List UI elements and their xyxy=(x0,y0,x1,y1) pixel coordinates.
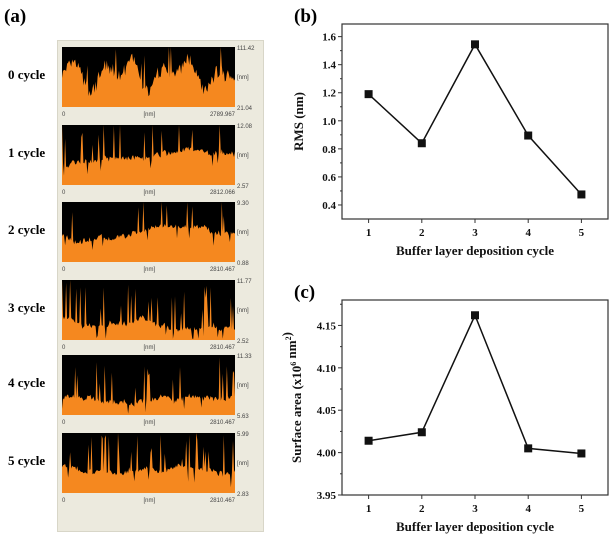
profile-zmax-label: 111.42 xyxy=(237,46,255,52)
x-tick-label: 2 xyxy=(419,227,425,239)
series-line-c xyxy=(368,313,582,455)
profile-x-start: 0 xyxy=(62,190,66,196)
profile-x-start: 0 xyxy=(62,112,66,118)
cycle-label: 2 cycle xyxy=(8,222,46,237)
data-point-b xyxy=(364,90,373,99)
y-axis-label: RMS (nm) xyxy=(291,92,306,151)
cycle-label: 3 cycle xyxy=(8,300,46,315)
profile-x-unit: [nm] xyxy=(144,267,156,273)
y-axis-label-superscript: 6 xyxy=(289,362,298,366)
data-point-b xyxy=(524,131,533,140)
data-point-c xyxy=(471,311,479,320)
profile-trace xyxy=(62,47,235,107)
profile-y-unit: [nm] xyxy=(237,230,249,236)
x-tick-label: 2 xyxy=(419,503,425,515)
series-line-b xyxy=(368,42,582,195)
cycle-label: 0 cycle xyxy=(8,67,46,82)
x-tick-label: 5 xyxy=(579,503,585,515)
profile-x-start: 0 xyxy=(62,498,66,504)
profile-y-unit: [nm] xyxy=(237,461,249,467)
x-tick-label: 3 xyxy=(472,503,478,515)
profile-y-unit: [nm] xyxy=(237,383,249,389)
profile-x-unit: [nm] xyxy=(144,498,156,504)
cycle-label: 5 cycle xyxy=(8,453,46,468)
profile-trace xyxy=(62,125,235,185)
cycle-label: 4 cycle xyxy=(8,375,46,390)
y-tick-label: 4.10 xyxy=(317,363,337,375)
x-tick-label: 4 xyxy=(525,503,531,515)
data-point-c xyxy=(577,449,586,458)
profile-zmax-label: 11.33 xyxy=(237,354,252,360)
y-tick-label: 4.15 xyxy=(317,320,337,332)
plot-frame-b xyxy=(341,23,609,220)
data-point-c xyxy=(364,436,373,445)
profile-x-end: 2810.467 xyxy=(210,420,236,426)
profile-zmin-label: 0.88 xyxy=(237,261,249,267)
profile-y-unit: [nm] xyxy=(237,153,249,159)
profile-zmin-label: 2.52 xyxy=(237,339,249,345)
profile-x-unit: [nm] xyxy=(144,345,156,351)
x-tick-label: 1 xyxy=(366,227,372,239)
x-tick-label: 3 xyxy=(472,227,478,239)
profile-x-unit: [nm] xyxy=(144,112,156,118)
plot-frame-c xyxy=(341,299,609,496)
y-tick-label: 3.95 xyxy=(317,490,337,502)
profile-y-unit: [nm] xyxy=(237,308,249,314)
panel-label-c: (c) xyxy=(294,282,316,303)
x-tick-label: 1 xyxy=(366,503,372,515)
y-tick-label: 1.6 xyxy=(322,32,336,44)
y-tick-label: 0.6 xyxy=(322,172,336,184)
profile-x-unit: [nm] xyxy=(144,190,156,196)
profile-x-unit: [nm] xyxy=(144,420,156,426)
data-point-b xyxy=(577,190,586,199)
profile-x-end: 2812.066 xyxy=(210,190,236,196)
x-tick-label: 4 xyxy=(525,227,531,239)
y-axis-label: Surface area (x106 nm2) xyxy=(279,332,304,463)
y-tick-label: 4.00 xyxy=(317,448,337,460)
y-tick-label: 0.8 xyxy=(322,144,336,156)
data-point-b xyxy=(471,40,479,49)
panel-label-a: (a) xyxy=(4,6,27,27)
y-axis-label-part: ) xyxy=(279,332,294,336)
profile-zmax-label: 9.30 xyxy=(237,201,249,207)
profile-trace xyxy=(62,202,235,262)
y-axis-label-superscript: 2 xyxy=(284,336,293,340)
y-tick-label: 4.05 xyxy=(317,405,337,417)
y-tick-label: 1.4 xyxy=(322,60,336,72)
y-axis-label-part: RMS (nm) xyxy=(291,92,306,151)
profile-x-end: 2810.467 xyxy=(210,498,236,504)
profile-x-start: 0 xyxy=(62,420,66,426)
profile-trace xyxy=(62,433,235,493)
profile-zmax-label: 11.77 xyxy=(237,279,252,285)
y-axis-label-part: Surface area (x10 xyxy=(289,366,304,463)
cycle-label: 1 cycle xyxy=(8,145,46,160)
profile-zmin-label: 2.83 xyxy=(237,492,249,498)
profile-trace xyxy=(62,280,235,340)
profile-zmin-label: 5.63 xyxy=(237,414,249,420)
y-tick-label: 0.4 xyxy=(322,200,336,212)
profile-x-start: 0 xyxy=(62,267,66,273)
profile-zmax-label: 5.99 xyxy=(237,432,249,438)
x-tick-label: 5 xyxy=(579,227,585,239)
panel-label-b: (b) xyxy=(294,6,318,27)
profile-y-unit: [nm] xyxy=(237,75,249,81)
profile-trace xyxy=(62,357,235,415)
x-axis-label: Buffer layer deposition cycle xyxy=(396,243,554,258)
profile-zmax-label: 12.08 xyxy=(237,124,253,130)
profile-x-start: 0 xyxy=(62,345,66,351)
y-tick-label: 1.0 xyxy=(322,116,336,128)
profile-x-end: 2810.467 xyxy=(210,345,236,351)
data-point-c xyxy=(524,444,533,453)
profile-x-end: 2789.967 xyxy=(210,112,236,118)
data-point-c xyxy=(417,428,426,437)
y-axis-label-part: nm xyxy=(284,340,299,361)
profile-zmin-label: 2.57 xyxy=(237,184,249,190)
profile-x-end: 2810.467 xyxy=(210,267,236,273)
x-axis-label: Buffer layer deposition cycle xyxy=(396,519,554,534)
data-point-b xyxy=(417,139,426,148)
y-tick-label: 1.2 xyxy=(322,88,336,100)
profile-zmin-label: 21.04 xyxy=(237,106,253,112)
